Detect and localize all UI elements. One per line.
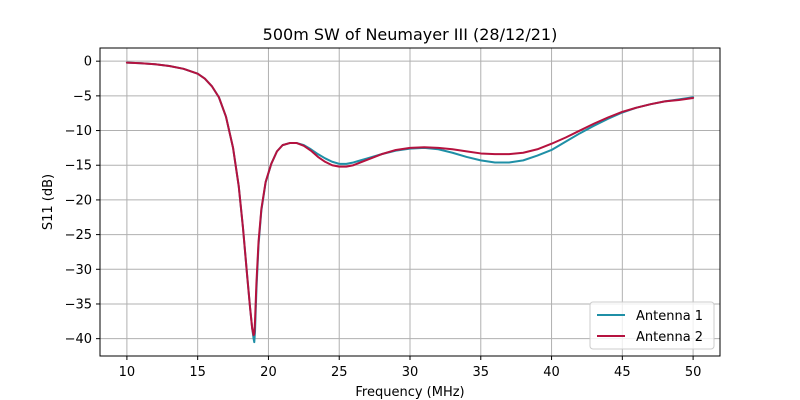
y-tick-label: −25 [65,228,92,243]
y-tick-label: 0 [84,55,92,70]
legend-label-antenna-2: Antenna 2 [636,330,703,345]
x-axis-label: Frequency (MHz) [355,385,464,400]
chart-title: 500m SW of Neumayer III (28/12/21) [263,25,558,44]
legend: Antenna 1 Antenna 2 [589,301,715,350]
y-tick-label: −40 [65,332,92,347]
legend-label-antenna-1: Antenna 1 [636,309,703,324]
series-lines [125,61,695,344]
y-axis-label: S11 (dB) [41,174,56,230]
y-tick-label: −15 [65,159,92,174]
y-tick-label: −5 [73,89,92,104]
y-tick-label: −10 [65,124,92,139]
x-tick-label: 50 [685,365,702,380]
x-tick-label: 25 [331,365,348,380]
x-tick-label: 45 [614,365,631,380]
axis-ticks [96,60,694,360]
series-line-antenna-2 [125,61,695,337]
x-tick-label: 15 [189,365,206,380]
y-tick-label: −35 [65,297,92,312]
y-tick-label: −20 [65,193,92,208]
x-tick-label: 40 [543,365,560,380]
x-tick-label: 35 [473,365,490,380]
grid-lines [100,48,720,356]
x-tick-label: 30 [402,365,419,380]
axis-tick-labels: 10 15 20 25 30 35 40 45 50 0 −5 −10 −15 −20 −25 −30 −35 −… [65,55,702,380]
plot-frame [99,47,721,357]
legend-box [589,301,715,350]
y-tick-label: −30 [65,263,92,278]
x-tick-label: 20 [260,365,277,380]
x-tick-label: 10 [119,365,136,380]
